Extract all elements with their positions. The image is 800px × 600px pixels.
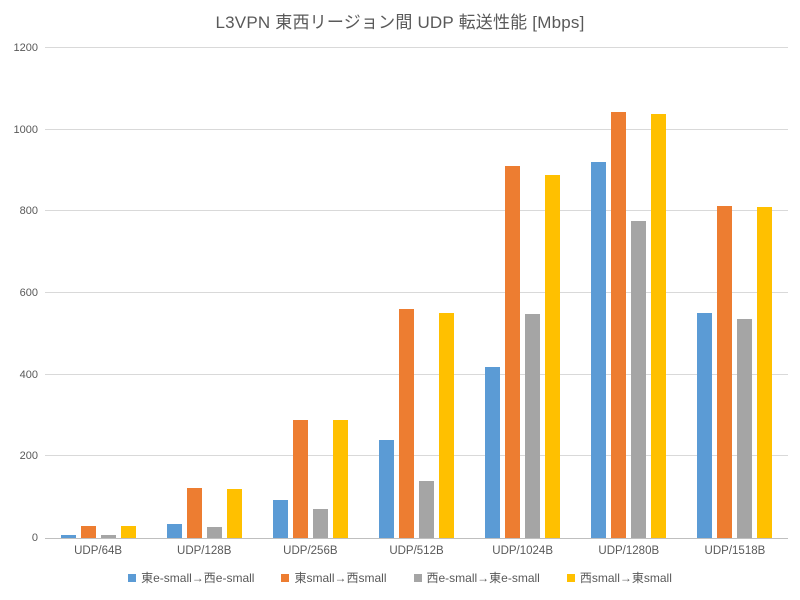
y-tick-label: 200 bbox=[19, 450, 38, 463]
gridline bbox=[45, 210, 788, 212]
bar bbox=[591, 161, 607, 538]
y-tick-label: 400 bbox=[19, 368, 38, 381]
bar bbox=[332, 420, 348, 538]
y-tick-label: 0 bbox=[31, 532, 38, 544]
bar-group bbox=[363, 48, 469, 538]
legend-label: 東small→西small bbox=[294, 571, 387, 585]
x-axis: UDP/64B UDP/128B UDP/256B UDP/512B UDP/1024B… bbox=[45, 545, 788, 557]
x-axis-line bbox=[45, 538, 788, 539]
plot-area bbox=[45, 47, 788, 539]
x-tick-label: UDP/512B bbox=[389, 545, 444, 557]
gridline bbox=[45, 373, 788, 375]
bar bbox=[272, 500, 288, 538]
y-tick-label: 600 bbox=[19, 287, 38, 299]
y-tick-label: 1200 bbox=[13, 42, 38, 54]
legend-marker-icon bbox=[128, 573, 137, 582]
bar bbox=[757, 207, 773, 538]
bar bbox=[737, 319, 753, 538]
bar bbox=[398, 308, 414, 538]
x-tick-label: UDP/128B bbox=[177, 545, 232, 557]
bar bbox=[166, 524, 182, 538]
gridline bbox=[45, 455, 788, 457]
bar bbox=[378, 439, 394, 538]
bars-row bbox=[45, 48, 788, 538]
legend-marker-icon bbox=[281, 573, 290, 582]
legend-item: 東e-small→西e-small bbox=[128, 569, 254, 586]
bar bbox=[631, 220, 647, 538]
bar-group bbox=[470, 48, 576, 538]
x-tick-label: UDP/256B bbox=[283, 545, 338, 557]
legend-label: 東e-small→西e-small bbox=[141, 571, 255, 585]
bar bbox=[226, 489, 242, 538]
legend-item: 東small→西small bbox=[281, 569, 387, 586]
bar bbox=[186, 488, 202, 538]
bar bbox=[312, 509, 328, 538]
y-tick-label: 1000 bbox=[13, 123, 38, 136]
bar bbox=[206, 526, 222, 538]
bar-group bbox=[576, 48, 682, 538]
bar bbox=[697, 313, 713, 538]
legend-label: 西small→東small bbox=[579, 571, 672, 585]
legend-item: 西small→東small bbox=[566, 569, 672, 586]
bar-group bbox=[151, 48, 257, 538]
bar bbox=[120, 525, 136, 538]
bar bbox=[80, 525, 96, 538]
bar bbox=[292, 420, 308, 538]
bar bbox=[717, 206, 733, 538]
bar-group bbox=[682, 48, 788, 538]
bar bbox=[505, 165, 521, 538]
y-axis: 0 200 400 600 800 1000 1200 bbox=[0, 42, 38, 544]
gridline bbox=[45, 292, 788, 293]
x-tick-label: UDP/64B bbox=[74, 545, 123, 557]
x-tick-label: UDP/1280B bbox=[598, 545, 660, 557]
chart-title: L3VPN 東西リージョン間 UDP 転送性能 [Mbps] bbox=[215, 13, 585, 32]
bar bbox=[100, 535, 116, 538]
bar-group bbox=[257, 48, 363, 538]
bar bbox=[485, 367, 501, 538]
bar bbox=[651, 113, 667, 538]
x-tick-label: UDP/1024B bbox=[492, 545, 553, 557]
bar-group bbox=[45, 48, 151, 538]
bar bbox=[60, 534, 76, 538]
legend: 東e-small→西e-small 東small→西small 西e-small→東… bbox=[0, 569, 800, 586]
x-tick-label: UDP/1518B bbox=[704, 545, 766, 557]
bar bbox=[418, 480, 434, 538]
bar bbox=[525, 313, 541, 538]
legend-item: 西e-small→東e-small bbox=[413, 569, 540, 586]
bar bbox=[611, 111, 627, 538]
legend-marker-icon bbox=[413, 573, 422, 582]
y-tick-label: 800 bbox=[19, 205, 38, 218]
bar bbox=[438, 313, 454, 538]
bar bbox=[545, 174, 561, 538]
legend-marker-icon bbox=[566, 573, 575, 582]
legend-label: 西e-small→東e-small bbox=[426, 571, 540, 585]
gridline bbox=[45, 128, 788, 130]
gridline bbox=[45, 47, 788, 48]
